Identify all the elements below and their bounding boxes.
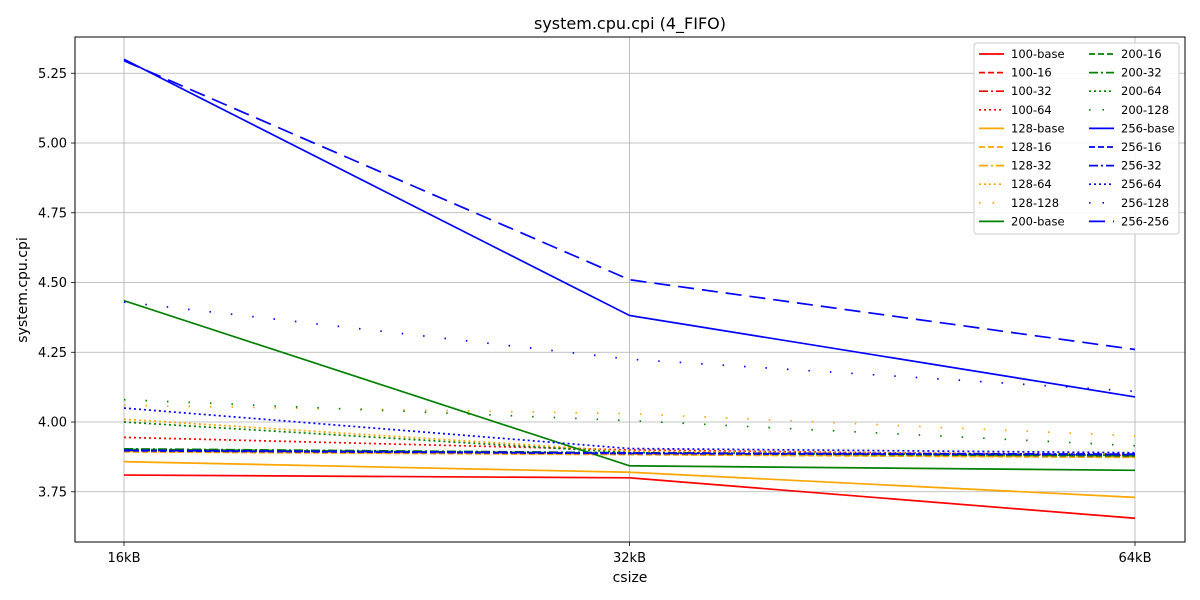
- legend-label: 200-32: [1121, 66, 1162, 80]
- y-tick-label: 5.25: [38, 67, 67, 82]
- y-tick-label: 5.00: [38, 137, 67, 152]
- y-axis-label: system.cpu.cpi: [15, 237, 31, 342]
- legend-label: 256-128: [1121, 196, 1169, 210]
- series-line-128-64: [123, 418, 1136, 455]
- x-tick-label: 16kB: [108, 551, 141, 566]
- series-line-128-base: [123, 460, 1136, 499]
- series-line-256-32: [123, 449, 1136, 455]
- legend-label: 256-256: [1121, 214, 1169, 228]
- legend: 100-base 100-16 100-32 100-64 128-base 128-16…: [973, 42, 1180, 235]
- plot-frame: [74, 36, 1186, 543]
- x-tick-label: 64kB: [1119, 551, 1152, 566]
- legend-label: 100-64: [1011, 103, 1052, 117]
- legend-label: 200-16: [1121, 47, 1162, 61]
- x-tick-label: 32kB: [613, 551, 646, 566]
- series-line-100-64: [123, 436, 1136, 457]
- series-line-200-base: [123, 299, 1136, 472]
- y-tick-label: 4.50: [38, 276, 67, 291]
- y-tick-label: 4.25: [38, 346, 67, 361]
- legend-label: 256-16: [1121, 140, 1162, 154]
- legend-label: 200-base: [1011, 214, 1065, 228]
- y-tick-label: 3.75: [38, 485, 67, 500]
- legend-label: 128-128: [1011, 196, 1059, 210]
- chart-title: system.cpu.cpi (4_FIFO): [534, 14, 726, 34]
- legend-label: 256-base: [1121, 121, 1175, 135]
- legend-label: 100-16: [1011, 66, 1052, 80]
- series-layer: [123, 58, 1136, 520]
- legend-label: 200-128: [1121, 103, 1169, 117]
- legend-label: 256-64: [1121, 177, 1162, 191]
- y-tick-label: 4.00: [38, 416, 67, 431]
- series-line-100-base: [123, 474, 1136, 520]
- legend-label: 128-base: [1011, 121, 1065, 135]
- x-axis-label: csize: [613, 570, 648, 586]
- legend-label: 200-64: [1121, 84, 1162, 98]
- legend-label: 128-64: [1011, 177, 1052, 191]
- legend-label: 100-32: [1011, 84, 1052, 98]
- y-axis: 3.75 4.00 4.25 4.50 4.75 5.00 5.25: [38, 67, 75, 500]
- y-tick-label: 4.75: [38, 206, 67, 221]
- legend-frame: [973, 42, 1180, 235]
- legend-label: 128-16: [1011, 140, 1052, 154]
- series-line-256-256: [123, 59, 1136, 351]
- series-line-256-base: [123, 58, 1136, 398]
- legend-label: 128-32: [1011, 159, 1052, 173]
- x-axis: 16kB 32kB 64kB: [108, 542, 1152, 566]
- legend-label: 256-32: [1121, 159, 1162, 173]
- legend-label: 100-base: [1011, 47, 1065, 61]
